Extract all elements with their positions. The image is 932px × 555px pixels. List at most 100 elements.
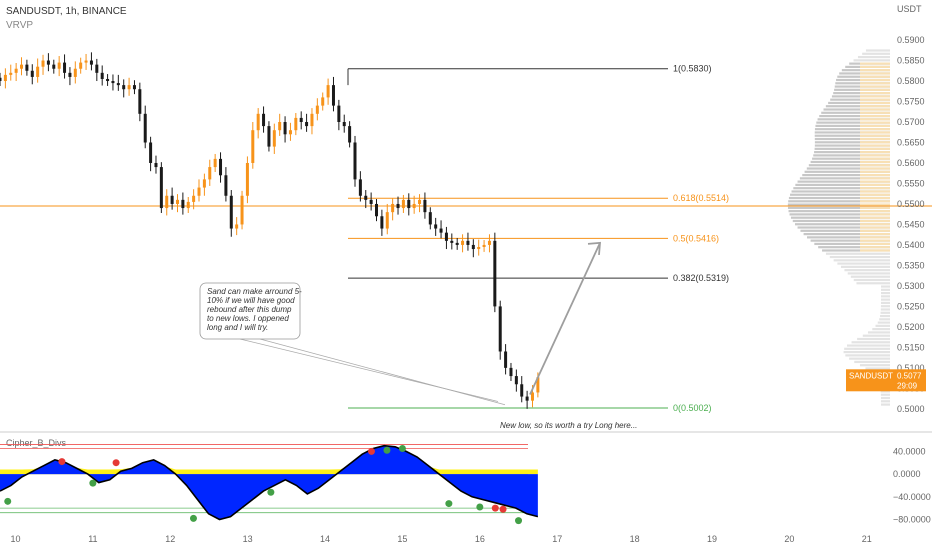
osc-green-dot bbox=[4, 497, 12, 505]
volume-profile-bar bbox=[814, 242, 890, 246]
volume-profile-bar bbox=[806, 167, 890, 170]
candle-body bbox=[57, 62, 61, 69]
volume-profile-value-area bbox=[860, 170, 890, 173]
callout-pointer bbox=[259, 338, 506, 406]
fib-level-label: 0(0.5002) bbox=[673, 403, 712, 413]
volume-profile-value-area bbox=[860, 118, 890, 121]
price-axis-tick: 0.5300 bbox=[897, 281, 925, 291]
volume-profile-bar bbox=[880, 308, 890, 311]
fib-level-label: 0.382(0.5319) bbox=[673, 273, 729, 283]
candle-body bbox=[493, 240, 497, 307]
candle-body bbox=[272, 130, 276, 147]
volume-profile-value-area bbox=[860, 180, 890, 183]
volume-profile-value-area bbox=[860, 236, 890, 239]
volume-profile-bar bbox=[880, 403, 890, 406]
volume-profile-bar bbox=[813, 154, 890, 157]
candle-body bbox=[530, 392, 534, 401]
candle-body bbox=[68, 72, 72, 77]
volume-profile-bar bbox=[814, 131, 890, 134]
volume-profile-bar bbox=[833, 259, 890, 262]
candle-body bbox=[192, 195, 196, 202]
price-axis-tick: 0.5100 bbox=[897, 363, 925, 373]
time-axis-tick: 11 bbox=[88, 534, 97, 544]
candle-body bbox=[326, 85, 330, 98]
candle-body bbox=[461, 240, 465, 245]
osc-green-dot bbox=[476, 503, 484, 511]
volume-profile-bar bbox=[799, 177, 890, 180]
candle-body bbox=[20, 64, 24, 69]
volume-profile-bar bbox=[803, 232, 890, 236]
volume-profile-value-area bbox=[860, 82, 890, 85]
volume-profile-value-area bbox=[860, 137, 890, 141]
volume-profile-bar bbox=[814, 144, 890, 147]
candle-body bbox=[9, 72, 13, 75]
price-badge bbox=[846, 369, 926, 392]
volume-profile-bar bbox=[880, 400, 890, 403]
volume-profile-bar bbox=[857, 55, 890, 59]
osc-wave-area bbox=[0, 445, 538, 520]
price-axis-tick: 0.5800 bbox=[897, 76, 925, 86]
volume-profile-bar bbox=[837, 262, 890, 265]
volume-profile-value-area bbox=[860, 151, 890, 154]
volume-profile-bar bbox=[880, 305, 890, 308]
volume-profile-value-area bbox=[860, 213, 890, 216]
volume-profile-bar bbox=[822, 249, 890, 252]
time-axis-tick: 18 bbox=[630, 534, 640, 544]
time-axis-tick: 15 bbox=[397, 534, 407, 544]
volume-profile-value-area bbox=[860, 131, 890, 134]
volume-profile-bar bbox=[814, 147, 890, 150]
volume-profile-bar bbox=[825, 105, 890, 108]
osc-axis-tick: −80.0000 bbox=[893, 514, 931, 524]
volume-profile-value-area bbox=[860, 111, 890, 114]
candle-body bbox=[331, 85, 335, 106]
volume-profile-bar bbox=[828, 101, 890, 105]
volume-profile-bar bbox=[817, 118, 890, 121]
volume-profile-value-area bbox=[860, 173, 890, 177]
candle-body bbox=[288, 130, 292, 135]
volume-profile-bar bbox=[844, 269, 890, 272]
volume-profile-bar bbox=[862, 334, 890, 337]
volume-profile-value-area bbox=[860, 85, 890, 88]
volume-profile-bar bbox=[880, 295, 890, 298]
volume-profile-value-area bbox=[860, 147, 890, 150]
volume-profile-bar bbox=[793, 187, 890, 190]
osc-axis-tick: −40.0000 bbox=[893, 492, 931, 502]
annotation-text-line: Sand can make arround 5- bbox=[207, 287, 302, 296]
candle-body bbox=[143, 113, 147, 143]
volume-profile-bar bbox=[810, 239, 890, 242]
volume-profile-value-area bbox=[860, 101, 890, 105]
volume-profile-bar bbox=[875, 324, 890, 327]
volume-profile-value-area bbox=[860, 239, 890, 242]
candle-body bbox=[224, 175, 228, 196]
volume-profile-bar bbox=[814, 128, 890, 131]
price-axis-tick: 0.5550 bbox=[897, 178, 925, 188]
candle-body bbox=[122, 85, 126, 90]
candle-body bbox=[525, 396, 529, 401]
candle-body bbox=[219, 158, 223, 176]
candle-body bbox=[84, 60, 88, 63]
volume-profile-bar bbox=[802, 173, 890, 177]
candle-body bbox=[30, 70, 34, 77]
candle-body bbox=[305, 122, 309, 127]
volume-profile-value-area bbox=[860, 190, 890, 193]
candle-body bbox=[498, 306, 502, 352]
volume-profile-value-area bbox=[860, 114, 890, 118]
candle-body bbox=[407, 199, 411, 209]
candle-body bbox=[0, 77, 2, 82]
volume-profile-value-area bbox=[860, 183, 890, 187]
candle-body bbox=[89, 60, 93, 65]
volume-profile-bar bbox=[816, 121, 890, 124]
candle-body bbox=[536, 377, 540, 393]
candle-body bbox=[262, 113, 266, 127]
candle-body bbox=[299, 117, 303, 123]
volume-profile-value-area bbox=[860, 200, 890, 203]
candle-body bbox=[342, 122, 346, 127]
candle-body bbox=[482, 244, 486, 247]
volume-profile-bar bbox=[788, 196, 890, 200]
volume-profile-value-area bbox=[860, 206, 890, 209]
volume-profile-bar bbox=[840, 265, 890, 268]
candle-body bbox=[36, 66, 40, 77]
volume-profile-value-area bbox=[860, 144, 890, 147]
candle-body bbox=[509, 367, 513, 377]
